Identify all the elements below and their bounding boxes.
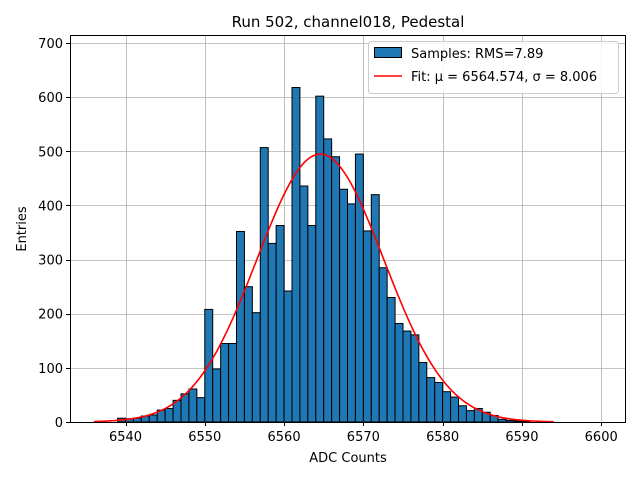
histogram-bar — [434, 381, 444, 423]
axis-ticks: 6540 6550 6560 6570 6580 6590 6600 0 100 200 300 40… — [38, 37, 618, 445]
histogram-bar — [291, 87, 301, 423]
histogram-bar — [283, 290, 293, 423]
y-tick-label: 500 — [38, 145, 63, 160]
x-tick-label: 6550 — [188, 430, 221, 445]
histogram-bar — [196, 397, 206, 423]
x-axis-label: ADC Counts — [309, 451, 387, 466]
legend-box — [368, 41, 619, 94]
y-tick-label: 700 — [38, 37, 63, 52]
y-tick-label: 0 — [55, 416, 63, 431]
histogram-bar — [323, 138, 333, 423]
histogram-bar — [212, 368, 222, 423]
histogram-bar — [497, 418, 507, 423]
histogram-bar — [426, 377, 436, 423]
histogram-bar — [513, 420, 523, 423]
x-tick-label: 6560 — [268, 430, 301, 445]
histogram-bar — [362, 230, 372, 423]
histogram-bar — [275, 225, 285, 423]
histogram-bar — [378, 267, 388, 423]
histogram-bar — [228, 343, 237, 423]
fit-curve-group — [93, 153, 554, 423]
x-tick-label: 6600 — [585, 430, 618, 445]
histogram-bar — [220, 343, 230, 423]
y-tick-label: 300 — [38, 254, 63, 269]
y-tick-label: 400 — [38, 199, 63, 214]
histogram-bar — [164, 407, 174, 423]
y-tick-label: 200 — [38, 308, 63, 323]
histogram-bar — [307, 225, 317, 423]
histogram-bar — [331, 156, 341, 423]
histogram-bar — [386, 297, 396, 423]
histogram-bar — [315, 95, 325, 423]
histogram-bar — [418, 361, 428, 423]
y-tick-label: 100 — [38, 362, 63, 377]
chart-title: Run 502, channel018, Pedestal — [232, 13, 465, 31]
histogram-bar — [505, 419, 515, 423]
histogram-bar — [347, 203, 356, 423]
histogram-bar — [180, 393, 190, 423]
histogram-bar — [299, 185, 309, 423]
histogram-bar — [458, 405, 467, 423]
histogram-bar — [410, 334, 420, 423]
histogram-bar — [148, 414, 158, 423]
x-tick-label: 6590 — [505, 430, 538, 445]
histogram-bar — [267, 242, 277, 423]
histogram-bar — [442, 391, 452, 423]
x-tick-label: 6580 — [426, 430, 459, 445]
x-tick-label: 6540 — [109, 430, 142, 445]
x-tick-label: 6570 — [347, 430, 380, 445]
legend-samples-label: Samples: RMS=7.89 — [411, 47, 543, 62]
histogram-bar — [251, 312, 261, 423]
plot-frame — [70, 35, 626, 423]
histogram-bar — [450, 396, 460, 423]
legend-fit-label: Fit: μ = 6564.574, σ = 8.006 — [411, 70, 597, 85]
y-axis-label: Entries — [15, 206, 30, 252]
gaussian-fit-curve — [93, 153, 554, 423]
histogram-bar — [236, 230, 245, 423]
histogram-bar — [402, 330, 412, 423]
histogram-bar — [339, 188, 349, 423]
histogram-bar — [259, 147, 269, 423]
histogram-bar — [394, 322, 404, 423]
histogram-bar — [243, 286, 253, 423]
legend-samples-swatch — [374, 47, 402, 58]
histogram-bar — [465, 410, 475, 423]
y-tick-label: 600 — [38, 91, 63, 106]
histogram-bar — [188, 388, 198, 423]
legend: Samples: RMS=7.89 Fit: μ = 6564.574, σ =… — [368, 41, 619, 94]
